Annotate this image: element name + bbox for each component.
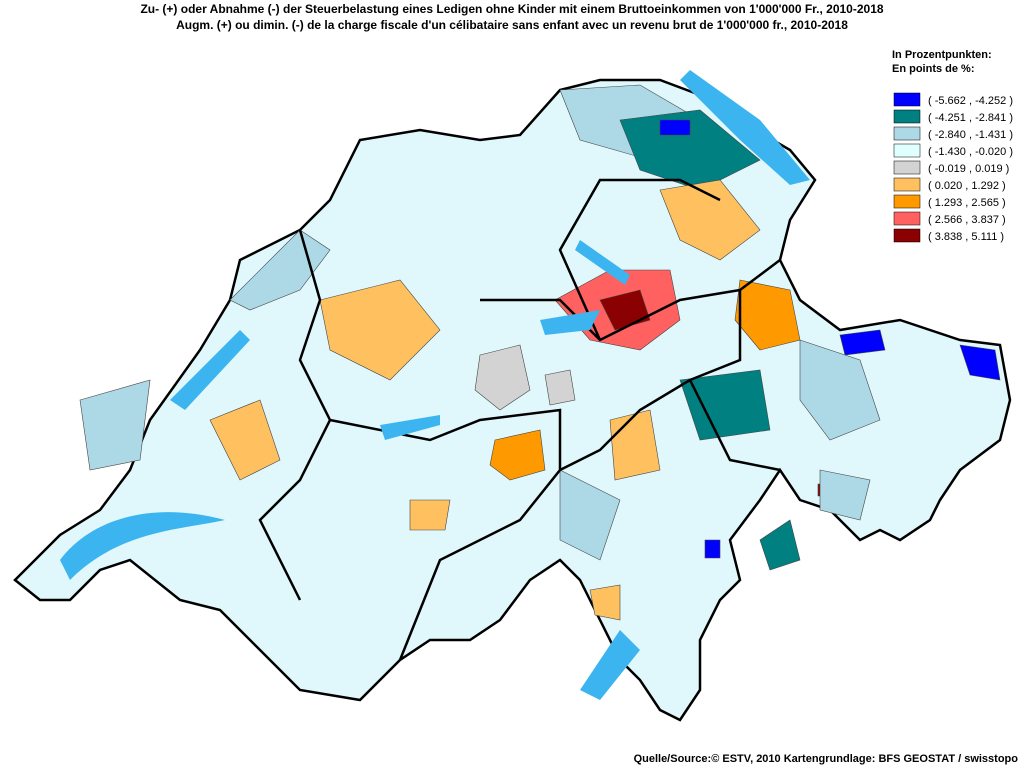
region: [619, 109, 761, 191]
legend-swatch: [893, 228, 921, 243]
region: [544, 369, 576, 406]
legend-label: ( -4.251 , -2.841 ): [928, 112, 1013, 124]
legend-swatch: [893, 194, 921, 209]
region: [659, 119, 691, 136]
region: [704, 539, 721, 559]
legend-swatch: [893, 143, 921, 158]
source: Quelle/Source:© ESTV, 2010 Kartengrundla…: [634, 753, 1019, 765]
region: [799, 339, 881, 441]
legend-label: ( 3.838 , 5.111 ): [928, 231, 1004, 243]
region: [79, 379, 151, 471]
legend-heading: In Prozentpunkten:: [892, 49, 992, 61]
region: [474, 344, 531, 411]
legend-label: ( -2.840 , -1.431 ): [928, 129, 1013, 141]
lake-maggiore: [580, 630, 640, 700]
legend-swatch: [893, 211, 921, 226]
legend-label: ( -1.430 , -0.020 ): [928, 146, 1013, 158]
region: [559, 469, 621, 561]
legend-label: ( 0.020 , 1.292 ): [928, 180, 1006, 192]
region: [819, 469, 871, 521]
title-fr: Augm. (+) ou dimin. (-) de la charge fis…: [176, 18, 848, 32]
region: [409, 499, 451, 531]
lake-zurich: [575, 240, 630, 285]
legend: In Prozentpunkten: En points de %: ( -5.…: [892, 49, 1013, 243]
region: [659, 179, 761, 261]
lake-constance: [680, 70, 810, 185]
region: [209, 399, 281, 481]
legend-label: ( 1.293 , 2.565 ): [928, 197, 1006, 209]
lake-lucerne: [540, 310, 600, 335]
region: [759, 519, 801, 571]
region: [489, 429, 546, 481]
title-de: Zu- (+) oder Abnahme (-) der Steuerbelas…: [140, 2, 883, 16]
legend-heading: En points de %:: [892, 63, 975, 75]
legend-swatch: [893, 160, 921, 175]
canton-border: [258, 178, 781, 661]
legend-swatch: [893, 92, 921, 107]
lake-geneva: [60, 512, 225, 580]
regions: [79, 84, 1001, 621]
legend-label: ( -5.662 , -4.252 ): [928, 95, 1013, 107]
region: [679, 369, 771, 441]
region: [839, 329, 886, 356]
lake-thun: [380, 415, 440, 440]
legend-label: ( 2.566 , 3.837 ): [928, 214, 1006, 226]
legend-label: ( -0.019 , 0.019 ): [928, 163, 1009, 175]
map: [13, 70, 1012, 722]
region: [959, 344, 1001, 381]
legend-swatch: [893, 177, 921, 192]
lake-neuchatel: [170, 330, 250, 410]
region: [734, 279, 801, 351]
region: [589, 584, 621, 621]
region: [319, 279, 441, 381]
legend-swatch: [893, 109, 921, 124]
legend-swatch: [893, 126, 921, 141]
